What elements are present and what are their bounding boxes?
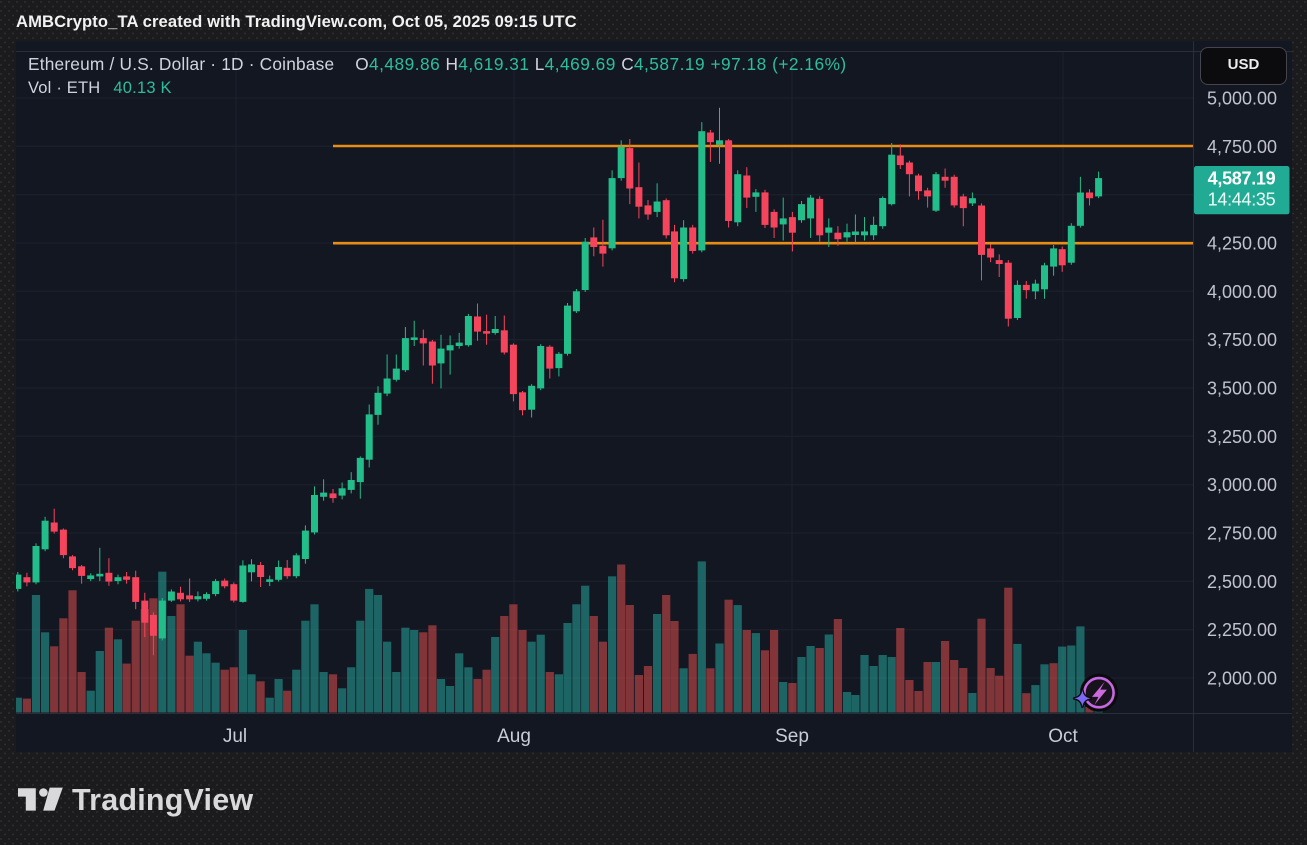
svg-text:3,750.00: 3,750.00 [1207, 330, 1277, 350]
svg-text:2,000.00: 2,000.00 [1207, 669, 1277, 689]
svg-text:3,500.00: 3,500.00 [1207, 379, 1277, 399]
svg-text:Sep: Sep [775, 726, 809, 747]
svg-text:4,000.00: 4,000.00 [1207, 282, 1277, 302]
svg-text:2,500.00: 2,500.00 [1207, 572, 1277, 592]
svg-text:3,000.00: 3,000.00 [1207, 475, 1277, 495]
svg-text:Aug: Aug [497, 726, 531, 747]
svg-text:4,250.00: 4,250.00 [1207, 234, 1277, 254]
svg-text:4,750.00: 4,750.00 [1207, 137, 1277, 157]
svg-text:4,587.19: 4,587.19 [1208, 169, 1276, 189]
svg-text:Oct: Oct [1048, 726, 1078, 747]
svg-text:3,250.00: 3,250.00 [1207, 427, 1277, 447]
svg-text:Jul: Jul [223, 726, 247, 747]
svg-text:14:44:35: 14:44:35 [1208, 190, 1276, 210]
svg-text:2,750.00: 2,750.00 [1207, 524, 1277, 544]
svg-text:2,250.00: 2,250.00 [1207, 620, 1277, 640]
svg-text:5,000.00: 5,000.00 [1207, 89, 1277, 109]
